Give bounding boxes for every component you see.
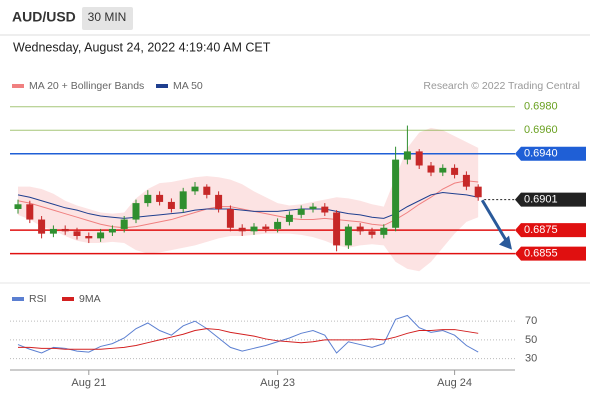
candle-body — [238, 227, 246, 232]
candle-body — [144, 194, 152, 204]
legend-swatch — [12, 84, 24, 88]
candle-body — [61, 228, 69, 232]
legend-label: MA 20 + Bollinger Bands — [29, 80, 144, 92]
candle-body — [403, 151, 411, 160]
y-tick-label: 50 — [525, 334, 537, 346]
level-box — [515, 223, 586, 238]
candle-body — [368, 231, 376, 235]
candle-body — [439, 167, 447, 173]
candle-body — [26, 204, 34, 220]
candle-body — [179, 191, 187, 209]
candle-body — [274, 221, 282, 229]
level-label: 0.6901 — [524, 193, 558, 205]
legend-swatch — [156, 84, 168, 88]
ma-line — [17, 180, 479, 229]
projection-arrow — [480, 199, 510, 245]
candle-body — [297, 208, 305, 215]
candle-body — [262, 226, 270, 229]
bollinger-band — [18, 127, 479, 272]
level-label: 0.6855 — [524, 248, 558, 260]
timeframe-pill — [82, 7, 133, 30]
candle-body — [474, 186, 482, 198]
candle-body — [73, 231, 81, 236]
candle-body — [97, 232, 105, 239]
candle-body — [462, 174, 470, 187]
x-tick-label: Aug 21 — [71, 377, 106, 389]
level-box — [515, 246, 586, 261]
candle-body — [333, 212, 341, 246]
candle-body — [49, 228, 57, 234]
timeframe: 30 MIN — [88, 10, 127, 24]
y-tick-label: 70 — [525, 315, 537, 327]
symbol: AUD/USD — [12, 9, 76, 25]
level-label: 0.6875 — [524, 224, 558, 236]
x-tick-label: Aug 24 — [437, 377, 472, 389]
candle-body — [356, 226, 364, 232]
legend-swatch — [62, 297, 74, 301]
candle-body — [321, 206, 329, 213]
candle-body — [38, 219, 46, 234]
legend-label: MA 50 — [173, 80, 203, 92]
candle-body — [392, 159, 400, 228]
candle-body — [250, 226, 258, 232]
candle-body — [285, 214, 293, 222]
candle-body — [203, 186, 211, 195]
candle-body — [427, 165, 435, 173]
candle-body — [451, 167, 459, 175]
candle-body — [85, 236, 93, 239]
level-label: 0.6940 — [524, 148, 558, 160]
candle-body — [167, 201, 175, 209]
level-box — [515, 146, 586, 161]
level-box — [515, 192, 586, 207]
legend-swatch — [12, 297, 24, 301]
candle-body — [344, 226, 352, 246]
arrow-head — [499, 235, 512, 250]
candle-body — [380, 227, 388, 235]
candle-body — [14, 204, 22, 209]
candle-body — [215, 194, 223, 209]
legend-label: RSI — [29, 293, 47, 305]
timestamp: Wednesday, August 24, 2022 4:19:40 AM CE… — [13, 40, 271, 54]
legend-label: 9MA — [79, 293, 101, 305]
candle-body — [108, 228, 116, 233]
y-tick-label: 30 — [525, 353, 537, 365]
level-label: 0.6960 — [524, 124, 558, 136]
candle-body — [132, 203, 140, 220]
candle-body — [226, 208, 234, 228]
rsi-line — [18, 328, 479, 350]
candle-body — [191, 186, 199, 192]
candle-body — [120, 219, 128, 229]
candle-body — [415, 151, 423, 166]
source: Research © 2022 Trading Central — [423, 80, 580, 92]
ma-line — [17, 192, 479, 219]
x-tick-label: Aug 23 — [260, 377, 295, 389]
level-label: 0.6980 — [524, 101, 558, 113]
candle-body — [156, 194, 164, 202]
candle-body — [309, 206, 317, 209]
